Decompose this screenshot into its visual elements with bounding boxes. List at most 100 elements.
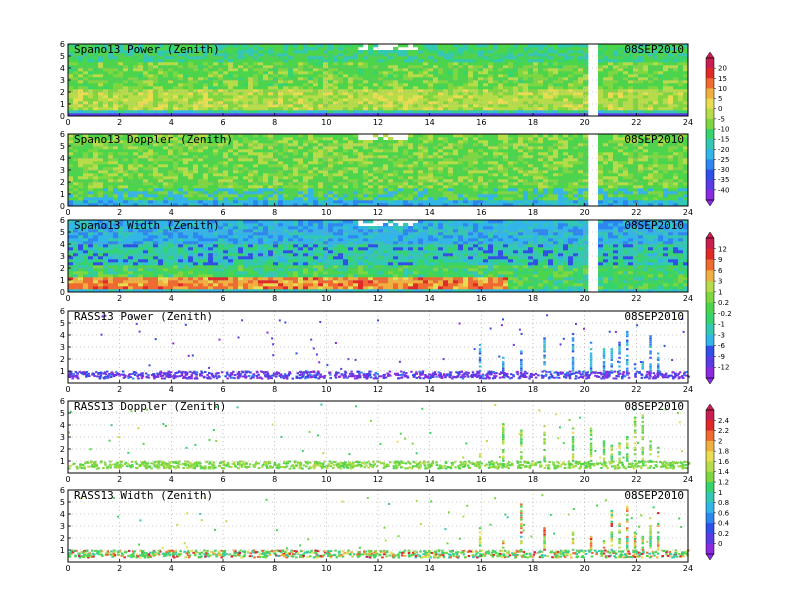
data-cell (683, 68, 689, 72)
data-cell (308, 197, 314, 201)
data-cell (108, 152, 114, 156)
data-cell (83, 53, 89, 57)
data-cell (383, 188, 389, 192)
data-cell (463, 80, 469, 84)
data-cell (303, 140, 309, 144)
data-cell (113, 200, 119, 204)
data-cell (428, 200, 434, 204)
data-cell (343, 149, 349, 153)
data-cell (618, 50, 624, 54)
data-cell (223, 62, 229, 66)
data-cell (318, 74, 324, 78)
data-cell (93, 110, 99, 114)
data-cell (683, 77, 689, 81)
data-cell (368, 86, 374, 90)
data-cell (323, 179, 329, 183)
data-cell (513, 50, 519, 54)
data-cell (598, 107, 604, 111)
data-cell (118, 89, 124, 93)
data-cell (638, 65, 644, 69)
data-cell (283, 50, 289, 54)
data-cell (143, 59, 149, 63)
data-cell (453, 47, 459, 51)
data-cell (623, 113, 629, 117)
data-cell (258, 146, 264, 150)
data-cell (513, 104, 519, 108)
data-cell (198, 107, 204, 111)
data-cell (308, 158, 314, 162)
data-cell (328, 197, 334, 201)
data-cell (398, 65, 404, 69)
data-cell (133, 104, 139, 108)
data-cell (193, 179, 199, 183)
data-cell (343, 164, 349, 168)
data-cell (358, 161, 364, 165)
data-cell (118, 50, 124, 54)
data-cell (203, 89, 209, 93)
data-cell (423, 80, 429, 84)
data-cell (308, 176, 314, 180)
data-cell (363, 149, 369, 153)
data-cell (643, 44, 649, 48)
data-cell (508, 77, 514, 81)
data-cell (143, 176, 149, 180)
data-cell (93, 179, 99, 183)
data-cell (228, 149, 234, 153)
data-cell (173, 53, 179, 57)
data-cell (508, 92, 514, 96)
data-cell (208, 62, 214, 66)
data-cell (163, 164, 169, 168)
data-cell (603, 92, 609, 96)
data-cell (498, 98, 504, 102)
data-cell (323, 161, 329, 165)
data-cell (158, 158, 164, 162)
data-cell (308, 98, 314, 102)
data-cell (68, 113, 74, 117)
data-cell (373, 95, 379, 99)
data-cell (148, 89, 154, 93)
data-cell (433, 101, 439, 105)
data-cell (293, 167, 299, 171)
data-cell (668, 56, 674, 60)
data-cell (368, 50, 374, 54)
data-cell (533, 53, 539, 57)
data-cell (333, 50, 339, 54)
data-cell (543, 74, 549, 78)
data-cell (568, 56, 574, 60)
data-cell (178, 95, 184, 99)
data-cell (498, 104, 504, 108)
data-cell (228, 47, 234, 51)
data-cell (618, 104, 624, 108)
data-cell (353, 95, 359, 99)
data-cell (383, 203, 389, 207)
data-cell (303, 173, 309, 177)
data-cell (133, 50, 139, 54)
data-cell (108, 68, 114, 72)
data-cell (278, 134, 284, 138)
data-cell (233, 179, 239, 183)
data-cell (83, 110, 89, 114)
data-cell (483, 104, 489, 108)
data-cell (563, 50, 569, 54)
data-cell (193, 137, 199, 141)
data-cell (283, 191, 289, 195)
data-cell (138, 44, 144, 48)
data-cell (138, 68, 144, 72)
data-cell (328, 83, 334, 87)
data-cell (328, 47, 334, 51)
data-cell (238, 68, 244, 72)
data-cell (118, 173, 124, 177)
data-cell (173, 185, 179, 189)
data-cell (243, 71, 249, 75)
data-cell (208, 149, 214, 153)
data-cell (188, 161, 194, 165)
data-cell (668, 50, 674, 54)
data-cell (188, 203, 194, 207)
data-cell (233, 56, 239, 60)
data-cell (513, 98, 519, 102)
data-cell (198, 59, 204, 63)
data-cell (138, 86, 144, 90)
data-cell (388, 113, 394, 117)
data-cell (678, 59, 684, 63)
data-cell (68, 104, 74, 108)
